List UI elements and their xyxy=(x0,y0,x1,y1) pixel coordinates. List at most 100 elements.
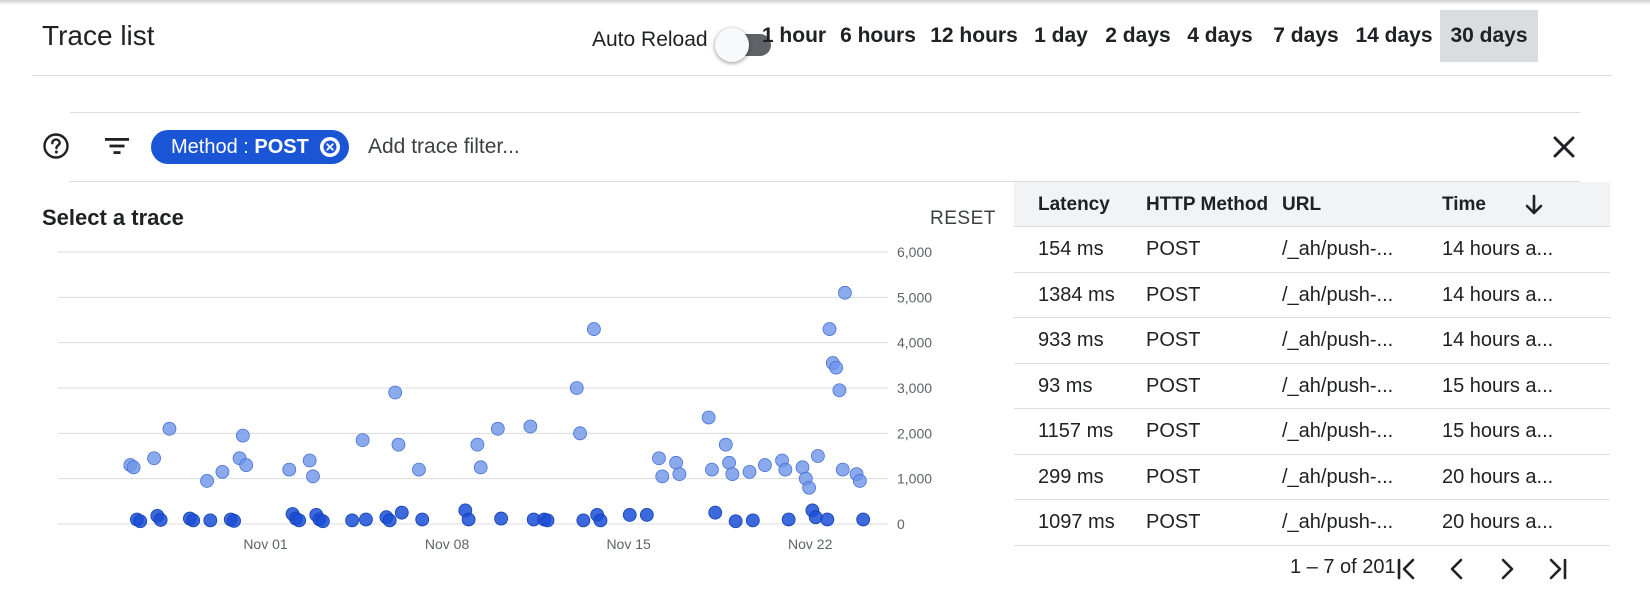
trace-point[interactable] xyxy=(742,464,757,479)
trace-point[interactable] xyxy=(728,514,743,529)
range-14-days[interactable]: 14 days xyxy=(1355,24,1433,47)
filter-list-icon[interactable] xyxy=(104,135,130,157)
trace-point[interactable] xyxy=(235,428,250,443)
trace-point[interactable] xyxy=(133,514,148,529)
trace-point[interactable] xyxy=(808,510,823,525)
trace-point[interactable] xyxy=(306,469,320,484)
table-row[interactable]: 1157 ms POST /_ah/push-... 15 hours a... xyxy=(1014,409,1610,455)
col-url[interactable]: URL xyxy=(1282,194,1322,215)
trace-point[interactable] xyxy=(622,508,637,522)
range-4-days[interactable]: 4 days xyxy=(1187,24,1253,47)
chip-remove-icon[interactable] xyxy=(318,135,342,159)
trace-point[interactable] xyxy=(822,322,837,336)
trace-point[interactable] xyxy=(415,512,430,527)
trace-point[interactable] xyxy=(355,433,370,448)
table-row[interactable]: 299 ms POST /_ah/push-... 20 hours a... xyxy=(1014,455,1610,500)
trace-point[interactable] xyxy=(569,381,584,395)
first-page-icon[interactable] xyxy=(1390,552,1424,586)
trace-point[interactable] xyxy=(302,453,317,468)
trace-point[interactable] xyxy=(523,419,538,434)
range-1-hour[interactable]: 1 hour xyxy=(761,24,827,47)
trace-point[interactable] xyxy=(315,514,330,529)
trace-point[interactable] xyxy=(701,410,716,425)
trace-point[interactable] xyxy=(573,426,587,441)
trace-point[interactable] xyxy=(345,513,360,528)
trace-point[interactable] xyxy=(708,505,723,520)
trace-point[interactable] xyxy=(412,462,426,477)
trace-point[interactable] xyxy=(705,462,719,477)
trace-point[interactable] xyxy=(126,460,141,475)
trace-point[interactable] xyxy=(718,437,733,452)
trace-point[interactable] xyxy=(282,462,297,477)
trace-point[interactable] xyxy=(292,513,307,528)
previous-page-icon[interactable] xyxy=(1440,552,1474,586)
trace-point[interactable] xyxy=(655,469,670,484)
trace-point[interactable] xyxy=(200,474,214,488)
table-row[interactable]: 93 ms POST /_ah/push-... 15 hours a... xyxy=(1014,364,1610,409)
method-filter-chip[interactable]: Method : POST xyxy=(151,130,349,164)
trace-filter-input[interactable] xyxy=(368,132,968,162)
range-6-hours[interactable]: 6 hours xyxy=(840,24,916,47)
trace-point[interactable] xyxy=(239,458,254,472)
table-row[interactable]: 1097 ms POST /_ah/push-... 20 hours a... xyxy=(1014,500,1610,546)
range-1-day[interactable]: 1 day xyxy=(1034,24,1088,47)
trace-point[interactable] xyxy=(473,460,488,475)
col-latency[interactable]: Latency xyxy=(1038,194,1110,215)
trace-point[interactable] xyxy=(820,512,835,527)
trace-point[interactable] xyxy=(147,451,161,466)
trace-point[interactable] xyxy=(490,421,505,436)
col-http-method[interactable]: HTTP Method xyxy=(1146,194,1269,215)
trace-point[interactable] xyxy=(461,512,476,527)
trace-point[interactable] xyxy=(382,513,397,528)
trace-point[interactable] xyxy=(494,511,509,526)
last-page-icon[interactable] xyxy=(1540,552,1574,586)
auto-reload-toggle[interactable] xyxy=(715,28,771,62)
trace-point[interactable] xyxy=(215,464,230,479)
trace-point[interactable] xyxy=(778,462,793,477)
trace-point[interactable] xyxy=(470,437,485,452)
trace-point[interactable] xyxy=(162,421,177,436)
trace-point[interactable] xyxy=(227,513,241,528)
table-row[interactable]: 1384 ms POST /_ah/push-... 14 hours a... xyxy=(1014,273,1610,318)
trace-point[interactable] xyxy=(852,474,867,488)
trace-point[interactable] xyxy=(829,360,844,375)
trace-point[interactable] xyxy=(802,480,816,495)
range-2-days[interactable]: 2 days xyxy=(1105,24,1171,47)
range-30-days[interactable]: 30 days xyxy=(1440,10,1538,62)
trace-point[interactable] xyxy=(781,512,796,527)
arrow-down-icon[interactable] xyxy=(1522,193,1546,217)
trace-point[interactable] xyxy=(576,513,591,528)
trace-point[interactable] xyxy=(394,505,409,520)
close-icon[interactable] xyxy=(1550,133,1578,161)
trace-point[interactable] xyxy=(832,383,847,398)
range-12-hours[interactable]: 12 hours xyxy=(930,24,1018,47)
next-page-icon[interactable] xyxy=(1490,552,1524,586)
trace-point[interactable] xyxy=(593,513,608,528)
chart-grid xyxy=(58,251,888,525)
trace-point[interactable] xyxy=(153,513,168,527)
reset-button[interactable]: RESET xyxy=(930,208,996,229)
trace-point[interactable] xyxy=(745,513,760,528)
col-time[interactable]: Time xyxy=(1442,194,1487,215)
trace-point[interactable] xyxy=(186,513,201,528)
help-circle-icon[interactable] xyxy=(42,132,70,160)
trace-point[interactable] xyxy=(540,513,555,528)
trace-point[interactable] xyxy=(672,467,687,482)
range-7-days[interactable]: 7 days xyxy=(1273,24,1339,47)
trace-point[interactable] xyxy=(725,467,740,482)
trace-point[interactable] xyxy=(639,508,654,522)
trace-point[interactable] xyxy=(203,513,218,528)
trace-point[interactable] xyxy=(810,449,825,463)
trace-point[interactable] xyxy=(856,512,871,527)
table-row[interactable]: 933 ms POST /_ah/push-... 14 hours a... xyxy=(1014,318,1610,364)
trace-point[interactable] xyxy=(359,512,373,527)
trace-point[interactable] xyxy=(586,322,601,336)
table-row[interactable]: 154 ms POST /_ah/push-... 14 hours a... xyxy=(1014,227,1610,273)
trace-point[interactable] xyxy=(388,385,403,400)
trace-point[interactable] xyxy=(835,462,850,477)
trace-point[interactable] xyxy=(838,285,852,300)
trace-point[interactable] xyxy=(391,437,406,452)
trace-point[interactable] xyxy=(758,458,772,472)
trace-point[interactable] xyxy=(652,451,666,466)
